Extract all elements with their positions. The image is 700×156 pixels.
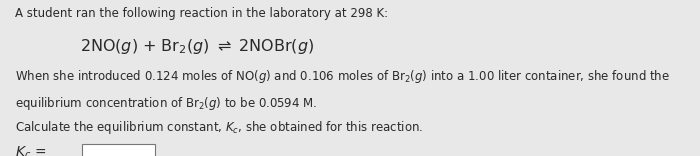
- Text: equilibrium concentration of Br$_2$($g$) to be 0.0594 M.: equilibrium concentration of Br$_2$($g$)…: [15, 95, 318, 112]
- Text: 2NO($g$) + Br$_2$($g$) $\rightleftharpoons$ 2NOBr($g$): 2NO($g$) + Br$_2$($g$) $\rightleftharpoo…: [80, 37, 315, 56]
- Text: When she introduced 0.124 moles of NO($g$) and 0.106 moles of Br$_2$($g$) into a: When she introduced 0.124 moles of NO($g…: [15, 68, 671, 85]
- FancyBboxPatch shape: [82, 144, 155, 156]
- Text: $K_c$ =: $K_c$ =: [15, 144, 47, 156]
- Text: A student ran the following reaction in the laboratory at 298 K:: A student ran the following reaction in …: [15, 7, 388, 20]
- Text: Calculate the equilibrium constant, $K_c$, she obtained for this reaction.: Calculate the equilibrium constant, $K_c…: [15, 119, 423, 136]
